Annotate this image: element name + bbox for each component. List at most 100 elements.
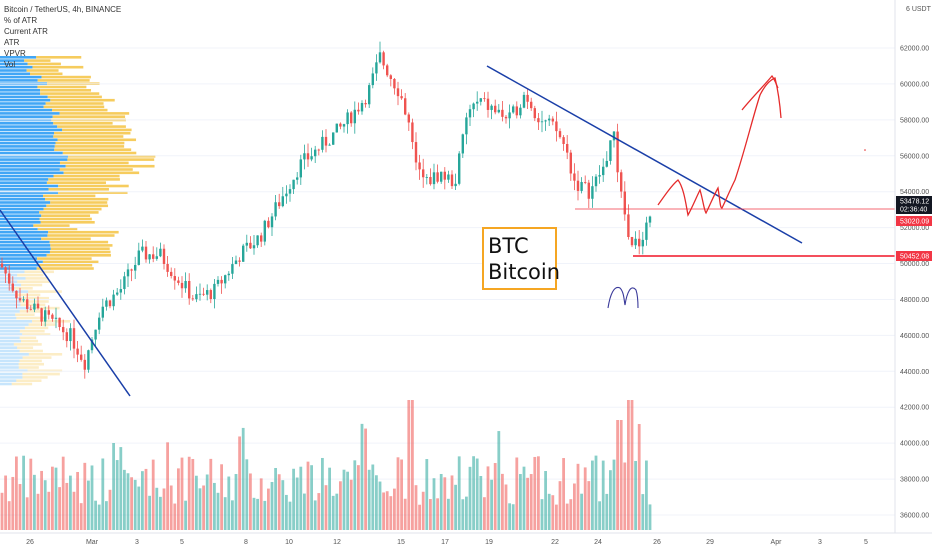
vpvr-bar-down — [48, 178, 120, 181]
candle-body — [328, 144, 331, 146]
price-tick-label: 58000.00 — [900, 117, 929, 124]
vpvr-bar-up — [0, 155, 68, 158]
volume-bar — [591, 460, 594, 530]
vpvr-bar-up — [0, 230, 49, 234]
price-tag-bg — [896, 216, 932, 226]
indicator-current-atr[interactable]: Current ATR — [4, 27, 48, 36]
candle-body — [382, 52, 385, 66]
candle-body — [540, 121, 544, 123]
candle-body — [242, 245, 245, 262]
symbol-title[interactable]: Bitcoin / TetherUS, 4h, BINANCE — [4, 5, 122, 14]
candle-body — [494, 105, 497, 113]
candle-body — [465, 117, 468, 135]
indicator-atr[interactable]: ATR — [4, 38, 20, 47]
volume-bar — [198, 488, 202, 530]
vpvr-bar-up — [0, 366, 19, 369]
volume-bar — [169, 485, 173, 530]
vpvr-bar-down — [18, 366, 39, 369]
candle-body — [213, 283, 216, 300]
indicator-vpvr[interactable]: VPVR — [4, 49, 26, 58]
vpvr-bar-down — [40, 92, 100, 95]
vpvr-bar-up — [0, 296, 22, 300]
candle-body — [432, 172, 436, 185]
candle-body — [303, 153, 306, 160]
time-axis[interactable]: 26 Mar 3 5 8 10 12 15 17 19 22 24 26 29 Apr 3 5 — [0, 532, 932, 546]
volume-bar — [180, 457, 184, 530]
candle-body — [519, 107, 522, 116]
vpvr-bar-down — [28, 353, 63, 356]
volume-bar — [119, 447, 123, 530]
trendline-left[interactable] — [0, 209, 131, 397]
vpvr-bar-up — [0, 250, 50, 254]
candle-body — [468, 109, 472, 118]
indicator-vol[interactable]: Vol — [4, 60, 16, 69]
candle-body — [594, 176, 598, 187]
volume-bar — [519, 474, 522, 530]
vpvr-bar-down — [52, 108, 108, 112]
m-pattern-drawing[interactable] — [607, 286, 639, 309]
time-tick-label: 26 — [26, 539, 34, 546]
volume-bar — [371, 464, 375, 530]
volume-bar — [616, 420, 619, 530]
vpvr-bar-down — [53, 135, 124, 138]
vpvr-bar-up — [0, 201, 51, 204]
volume-bar — [537, 456, 540, 530]
candle-body — [65, 332, 68, 342]
text-annotation-box[interactable]: BTC Bitcoin — [482, 227, 560, 290]
volume-bar — [65, 482, 69, 530]
arrowhead-drawing[interactable] — [741, 74, 779, 111]
volume-bar — [580, 493, 583, 530]
volume-bar — [353, 460, 357, 530]
candle-body — [576, 180, 580, 191]
volume-bar — [267, 488, 270, 530]
candle-body — [15, 290, 18, 299]
vpvr-bar-up — [0, 336, 20, 340]
vpvr-bar-down — [22, 356, 52, 359]
candle-body — [4, 267, 7, 274]
vpvr-bar-down — [54, 131, 131, 135]
candle-body — [195, 294, 198, 300]
volume-bar — [51, 466, 54, 530]
volume-bar — [223, 497, 227, 530]
candle-body — [584, 182, 587, 183]
vpvr-bar-down — [22, 376, 48, 379]
candle-body — [476, 101, 479, 104]
vpvr-bar-up — [0, 131, 55, 135]
volume-bar — [241, 427, 245, 530]
vpvr-bar-up — [0, 75, 42, 79]
volume-bar — [436, 498, 439, 530]
candle-body — [368, 85, 371, 105]
vpvr-bar-down — [36, 267, 94, 270]
candle-body — [238, 260, 241, 262]
vpvr-bar-up — [0, 260, 43, 264]
candle-body — [616, 131, 619, 173]
vpvr-bar-up — [0, 168, 60, 171]
vpvr-bar-up — [0, 240, 50, 244]
volume-bar — [144, 468, 148, 530]
vpvr-bar-up — [0, 267, 37, 270]
candle-body — [634, 238, 637, 246]
volume-bar — [36, 493, 40, 530]
price-axis[interactable]: 6 USDT 62000.00 60000.00 58000.00 56000.00 54… — [894, 0, 932, 533]
candle-body — [126, 269, 130, 277]
volume-bar — [112, 443, 115, 530]
volume-bar — [76, 471, 79, 530]
volume-bar — [252, 497, 256, 530]
candle-body — [98, 317, 101, 330]
volume-bar — [533, 456, 537, 530]
volume-bar — [256, 498, 259, 530]
vpvr-bar-up — [0, 300, 21, 303]
volume-bar — [11, 476, 15, 530]
volume-bar — [288, 501, 292, 530]
trendline-upper[interactable] — [486, 65, 803, 244]
forecast-path-drawing[interactable] — [657, 77, 782, 217]
indicator-atr-percent[interactable]: % of ATR — [4, 16, 38, 25]
volume-bar — [69, 475, 72, 530]
volume-bar — [155, 487, 159, 530]
drawings[interactable] — [0, 65, 895, 397]
volume-bar — [331, 495, 335, 530]
volume-bar — [504, 484, 508, 530]
candle-body — [44, 310, 47, 322]
